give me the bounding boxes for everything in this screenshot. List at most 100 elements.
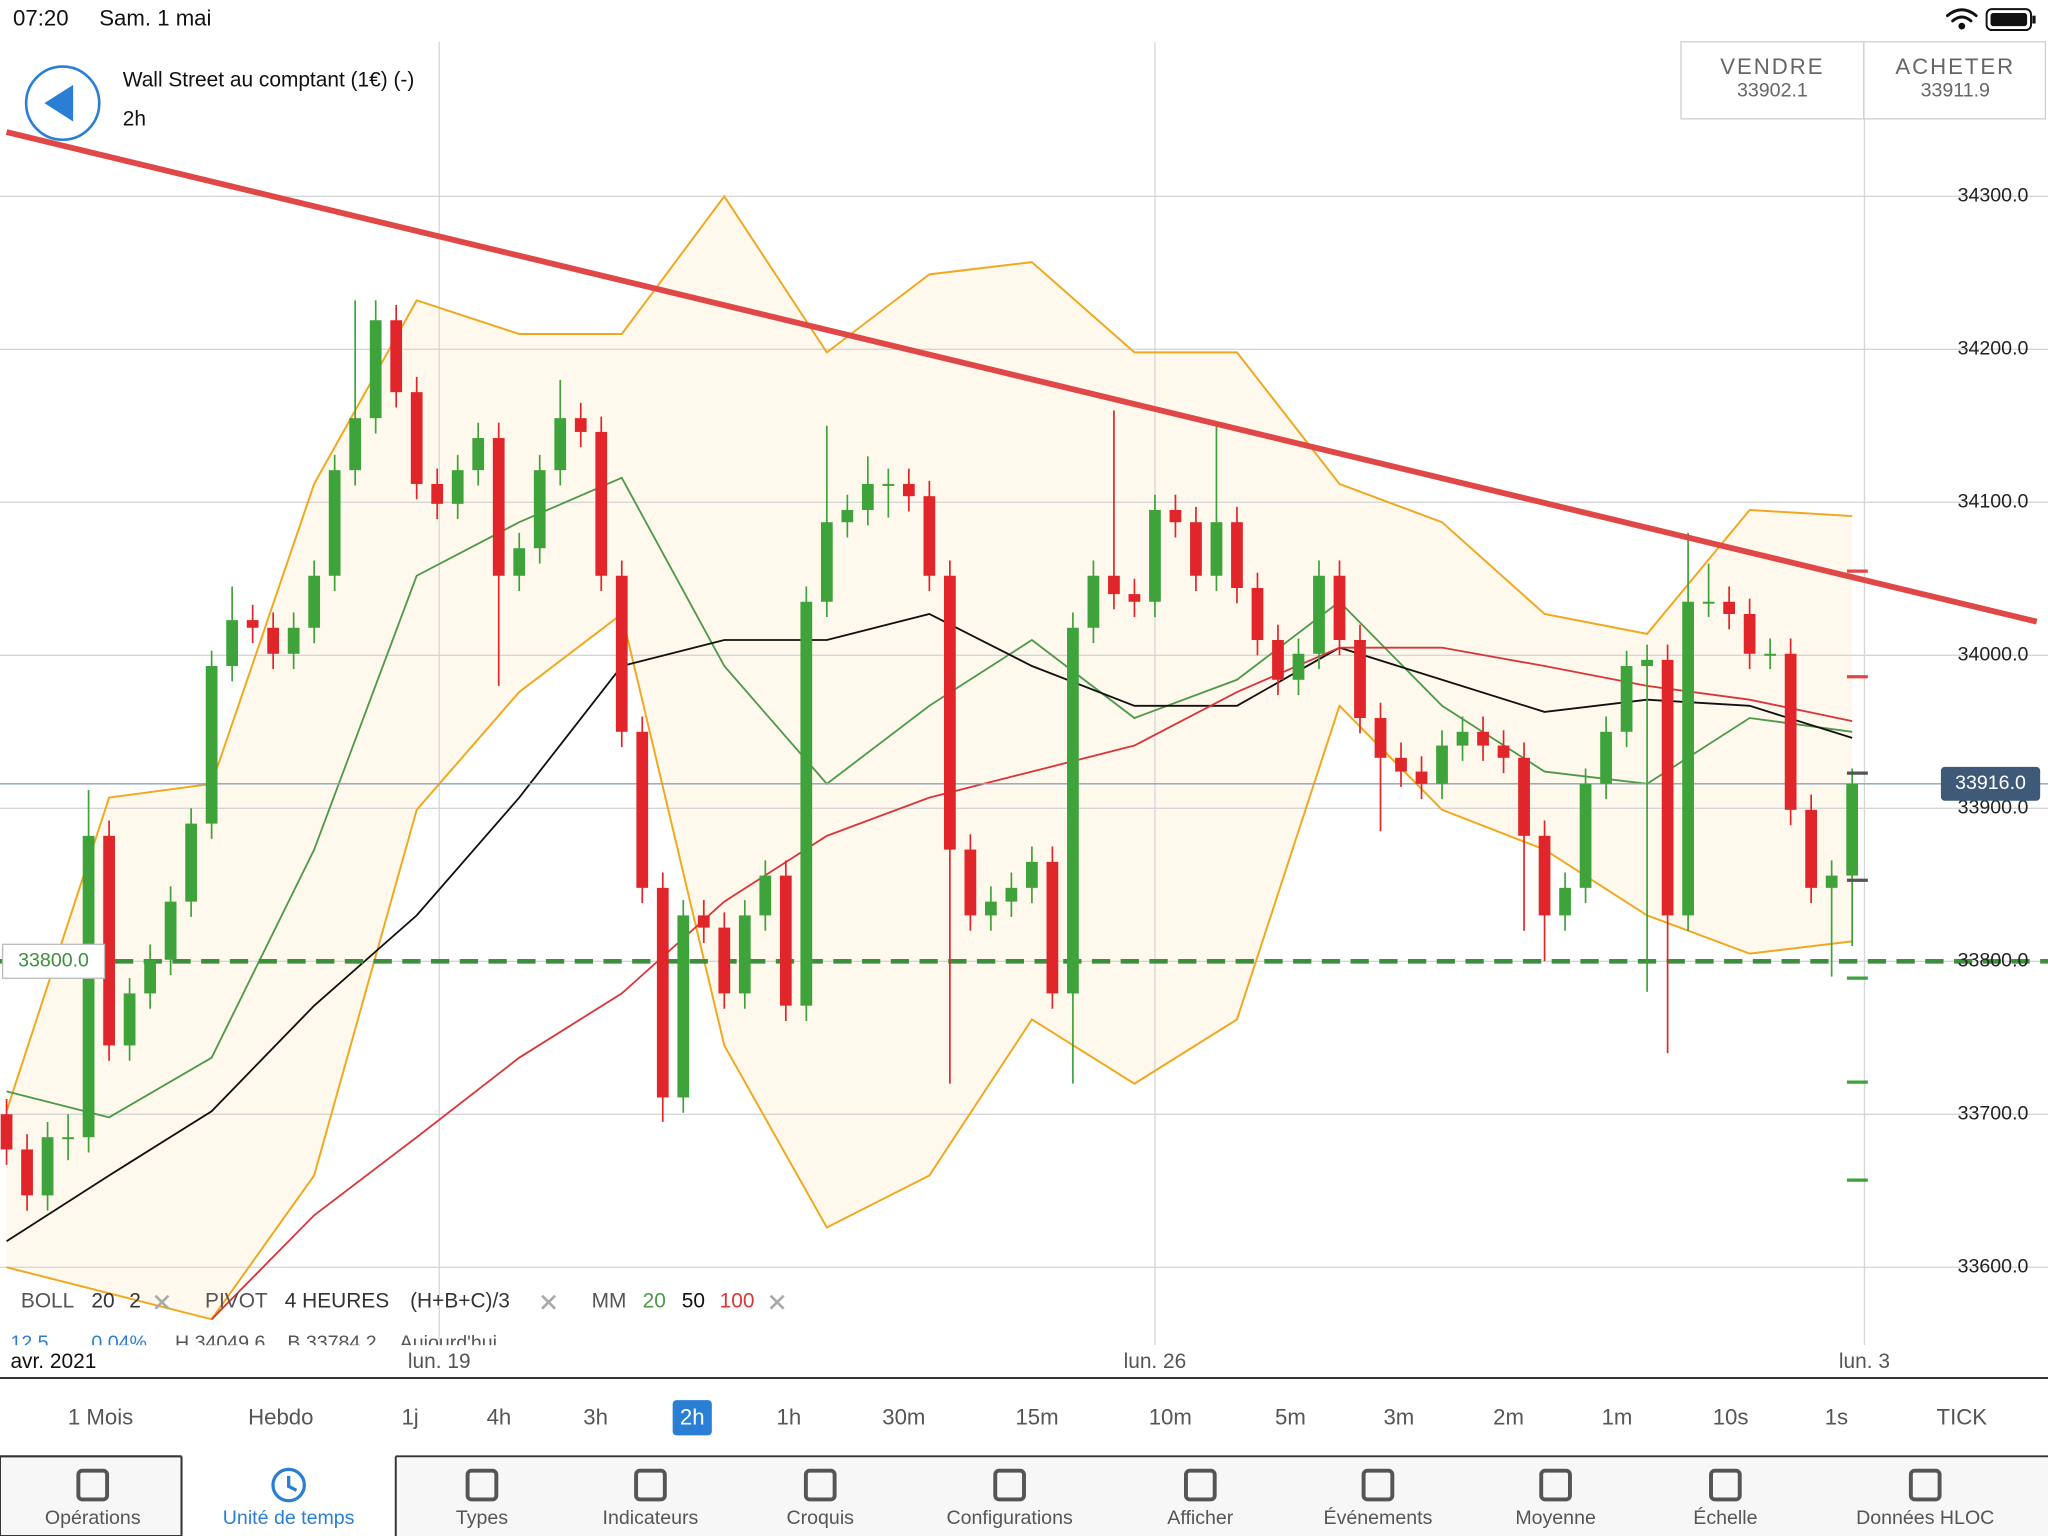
candle-body: [1518, 757, 1530, 836]
candle-body: [718, 927, 731, 994]
tab-label[interactable]: Types: [456, 1507, 508, 1529]
candle-body: [595, 431, 608, 576]
candle-body: [1620, 666, 1633, 732]
buy-price: 33911.9: [1921, 80, 1990, 102]
timeframe-option[interactable]: 1h: [777, 1404, 802, 1429]
timeframe-option[interactable]: Hebdo: [248, 1404, 313, 1429]
stat-high: H 34049.6: [175, 1332, 265, 1354]
candle-body: [41, 1137, 54, 1196]
trend-line: [5, 129, 2038, 625]
candle-body: [451, 470, 464, 504]
wifi-icon: [1945, 8, 1978, 30]
candle-body: [759, 875, 772, 916]
timeframe-option[interactable]: 15m: [1015, 1404, 1058, 1429]
candle-body: [308, 575, 321, 628]
timeframe-option[interactable]: 1 Mois: [68, 1404, 133, 1429]
candle-body: [1456, 731, 1469, 746]
tab-label[interactable]: Opérations: [45, 1507, 141, 1529]
candle-body: [554, 418, 567, 471]
candle-body: [1190, 522, 1202, 576]
timeframe-option[interactable]: 1m: [1602, 1404, 1633, 1429]
sell-button[interactable]: VENDRE 33902.1: [1680, 41, 1865, 120]
candle-body: [841, 509, 854, 523]
indicator-legend: BOLL 20 2 PIVOT 4 HEURES (H+B+C)/3 MM 20…: [10, 1290, 785, 1354]
candle-body: [1108, 575, 1120, 595]
candle-body: [1067, 627, 1079, 994]
legend-mm-20: 20: [643, 1290, 666, 1313]
tab-label[interactable]: Échelle: [1693, 1506, 1757, 1529]
tab-label[interactable]: Indicateurs: [603, 1507, 699, 1529]
x-tick-label: lun. 3: [1839, 1350, 1890, 1373]
buy-button[interactable]: ACHETER 33911.9: [1863, 41, 2047, 120]
candle-body: [513, 548, 526, 576]
timeframe-option[interactable]: 30m: [882, 1404, 925, 1429]
candle-body: [1661, 659, 1674, 916]
timeframe-option[interactable]: 1s: [1825, 1404, 1848, 1429]
timeframe-option[interactable]: 2m: [1493, 1404, 1524, 1429]
candle-body: [800, 601, 813, 1006]
x-tick-label: lun. 26: [1124, 1350, 1187, 1373]
candle-body: [697, 915, 710, 928]
candle-body: [1702, 601, 1715, 604]
y-tick-label: 33900.0: [1958, 796, 2029, 818]
candle-body: [369, 320, 382, 419]
y-tick-label: 33600.0: [1958, 1255, 2029, 1277]
y-tick-label: 34200.0: [1958, 337, 2029, 359]
bollinger-fill: [6, 196, 1853, 1320]
candle-body: [1005, 887, 1018, 902]
candle-body: [1682, 601, 1694, 916]
candle-body: [123, 993, 136, 1046]
candle-body: [164, 901, 177, 960]
candle-body: [349, 418, 362, 471]
candle-body: [390, 320, 403, 393]
timeframe-option[interactable]: 1j: [401, 1404, 418, 1429]
candle-body: [1477, 731, 1489, 746]
candle-body: [533, 470, 546, 549]
tab-label[interactable]: Croquis: [787, 1507, 855, 1529]
tab-icon: [1709, 1468, 1742, 1502]
timeframe-option[interactable]: 3m: [1383, 1404, 1414, 1429]
candle-body: [1026, 861, 1038, 888]
timeframe-option[interactable]: 10s: [1713, 1404, 1749, 1429]
candle-body: [1046, 861, 1059, 994]
tab-label[interactable]: Événements: [1324, 1506, 1433, 1529]
timeframe-option[interactable]: 2h: [680, 1404, 705, 1429]
timeframe-option[interactable]: 3h: [583, 1404, 608, 1429]
candle-body: [861, 483, 874, 510]
candle-body: [1846, 783, 1859, 876]
candle-body: [62, 1137, 74, 1140]
back-button[interactable]: [24, 65, 101, 142]
timeframe-option[interactable]: 4h: [487, 1404, 512, 1429]
candle-body: [472, 438, 485, 471]
tab-label[interactable]: Configurations: [947, 1507, 1073, 1529]
candle-body: [820, 522, 833, 602]
legend-mm-100: 100: [720, 1290, 755, 1313]
legend-boll-period: 20: [91, 1290, 114, 1313]
candle-body: [1313, 575, 1325, 654]
x-start-label: avr. 2021: [10, 1350, 96, 1373]
candle-body: [21, 1149, 33, 1196]
candle-body: [103, 835, 115, 1046]
timeframe-option[interactable]: TICK: [1937, 1404, 1988, 1429]
candle-body: [1436, 745, 1448, 784]
tab-icon: [1184, 1468, 1217, 1502]
candle-body: [185, 823, 197, 902]
remove-icons[interactable]: [154, 1294, 785, 1310]
tab-label[interactable]: Données HLOC: [1856, 1507, 1994, 1529]
candle-body: [226, 620, 239, 667]
tab-label[interactable]: Moyenne: [1515, 1507, 1596, 1529]
timeframe-option[interactable]: 5m: [1275, 1404, 1306, 1429]
sell-price: 33902.1: [1737, 80, 1808, 102]
y-tick-label: 34100.0: [1958, 490, 2029, 512]
candle-body: [1559, 887, 1571, 916]
candle-body: [431, 483, 444, 504]
tab-icon: [76, 1468, 110, 1502]
tab-label[interactable]: Unité de temps: [223, 1507, 355, 1529]
tab-label[interactable]: Afficher: [1167, 1507, 1233, 1529]
candle-body: [246, 620, 259, 628]
candle-body: [1784, 653, 1797, 810]
candle-body: [287, 627, 300, 654]
timeframe-option[interactable]: 10m: [1149, 1404, 1192, 1429]
stat-period: Aujourd'hui: [400, 1332, 497, 1354]
